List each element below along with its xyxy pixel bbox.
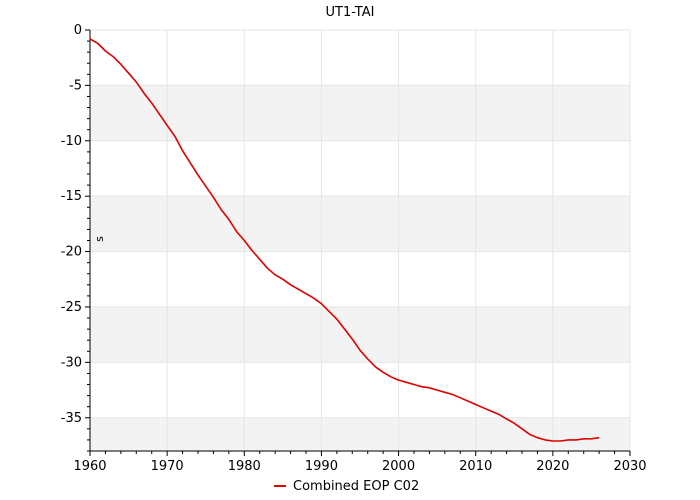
y-tick-label: -30 [61,355,82,370]
band-0 [90,85,630,141]
y-tick-label: 0 [74,23,82,38]
legend-label: Combined EOP C02 [293,479,419,494]
legend: Combined EOP C02 [274,479,419,494]
y-tick-label: -35 [61,411,82,426]
y-axis-label: s [93,236,106,242]
x-tick-label: 1990 [305,459,338,474]
grid-lines [89,29,631,451]
x-tick-label: 2000 [382,459,415,474]
chart-title: UT1-TAI [326,5,375,20]
x-tick-label: 2010 [459,459,492,474]
y-tick-label: -15 [61,189,82,204]
y-tick-label: -5 [69,78,82,93]
band-3 [90,417,630,451]
series-group [89,38,600,442]
x-tick-label: 1980 [228,459,261,474]
x-tick-label: 1960 [73,459,106,474]
band-1 [90,196,630,252]
series-line-0 [89,38,600,442]
band-2 [90,306,630,363]
ticks: 1960 1970 1980 1990 2000 2010 2020 2030 0 -5 -10 -1… [61,23,647,474]
y-tick-label: -10 [61,134,82,149]
x-tick-label: 2020 [536,459,569,474]
x-tick-label: 1970 [151,459,184,474]
background-bands [90,85,630,451]
y-tick-label: -25 [61,300,82,315]
x-tick-label: 2030 [613,459,646,474]
y-tick-label: -20 [61,245,82,260]
